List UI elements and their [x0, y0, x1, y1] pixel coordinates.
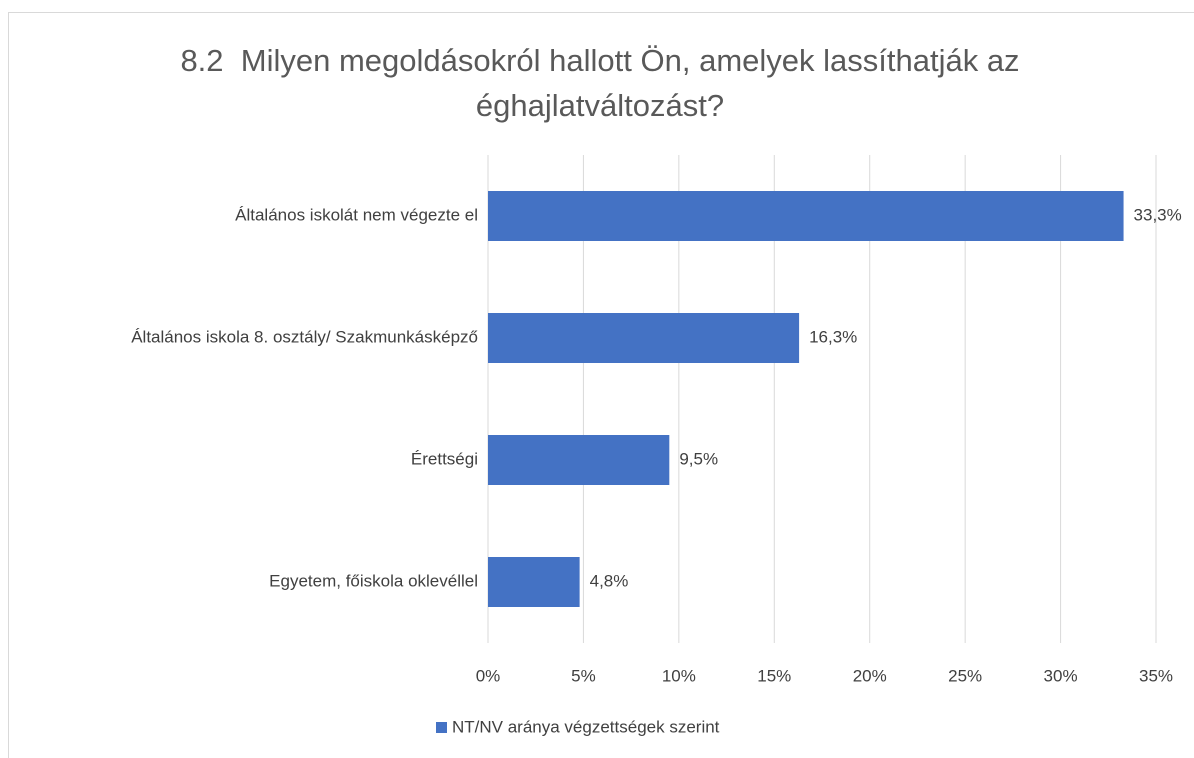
bar	[488, 557, 580, 607]
x-tick-label: 15%	[757, 666, 791, 685]
data-label: 4,8%	[590, 571, 629, 590]
data-label: 16,3%	[809, 327, 857, 346]
x-tick-label: 20%	[853, 666, 887, 685]
bar	[488, 435, 670, 485]
legend-label: NT/NV aránya végzettségek szerint	[452, 717, 720, 736]
y-tick-label: Egyetem, főiskola oklevéllel	[269, 571, 478, 590]
x-tick-label: 25%	[948, 666, 982, 685]
x-tick-label: 10%	[662, 666, 696, 685]
x-tick-label: 35%	[1139, 666, 1173, 685]
legend-swatch	[436, 722, 447, 733]
x-tick-label: 0%	[476, 666, 501, 685]
y-tick-label: Általános iskola 8. osztály/ Szakmunkásk…	[131, 327, 478, 346]
y-tick-label: Érettségi	[411, 449, 478, 468]
bar	[488, 313, 800, 363]
x-tick-label: 30%	[1044, 666, 1078, 685]
x-tick-label: 5%	[571, 666, 596, 685]
data-label: 9,5%	[679, 449, 718, 468]
y-tick-label: Általános iskolát nem végezte el	[235, 205, 478, 224]
chart-border	[8, 12, 1194, 758]
chart-title: 8.2 Milyen megoldásokról hallott Ön, ame…	[180, 43, 1029, 123]
data-label: 33,3%	[1134, 205, 1182, 224]
bar	[488, 191, 1124, 241]
